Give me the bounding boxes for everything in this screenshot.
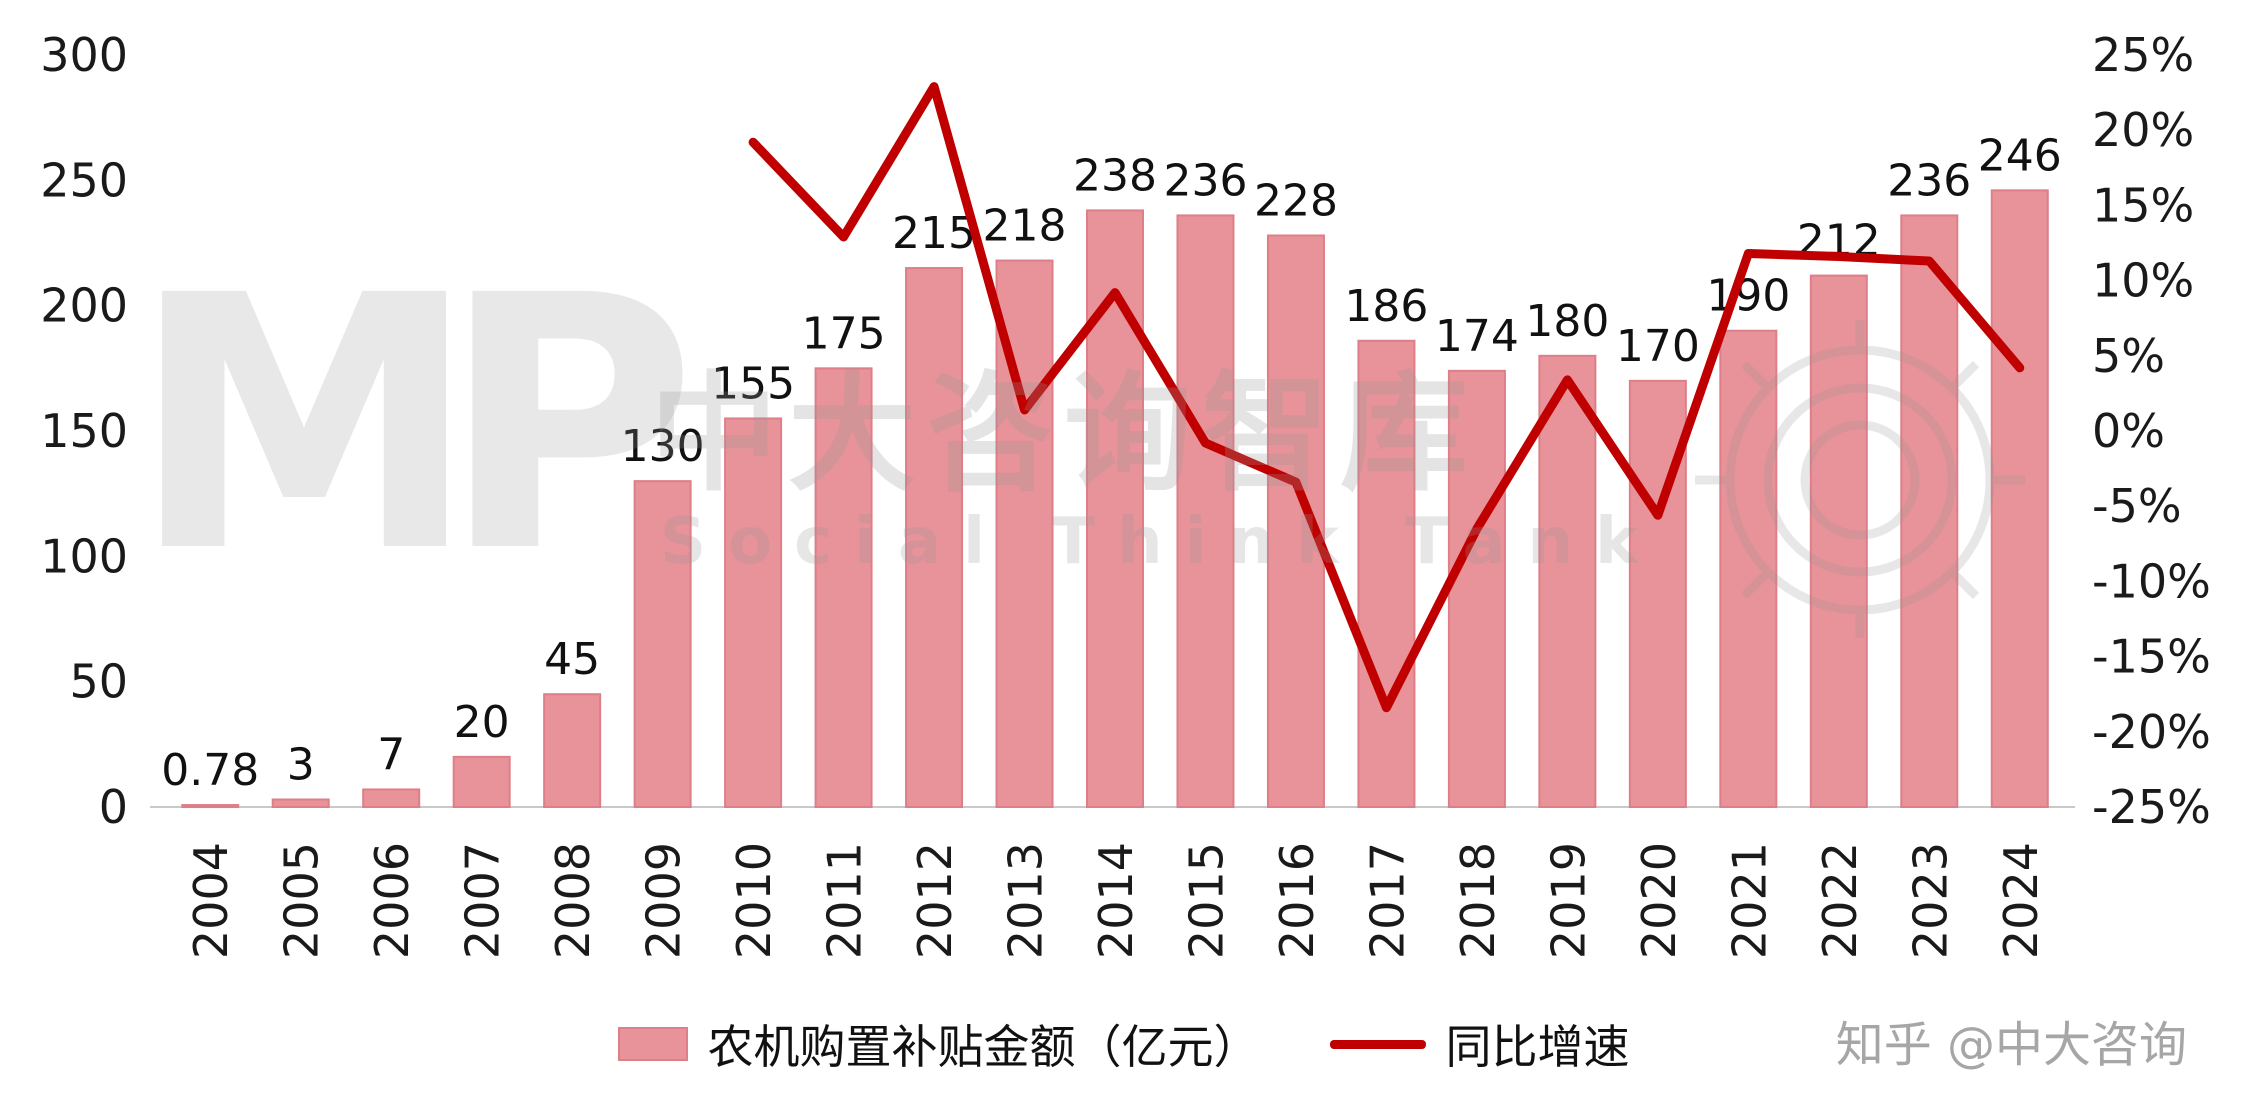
bar-2018 [1447, 369, 1506, 808]
bar-value-label: 170 [1616, 321, 1700, 372]
bar-2024 [1990, 189, 2049, 809]
bar-value-label: 155 [711, 358, 795, 409]
bar-2011 [814, 367, 873, 808]
x-axis-label-2012: 2012 [908, 842, 962, 959]
x-axis-label-2006: 2006 [365, 842, 419, 959]
right-axis-tick: 20% [2092, 103, 2194, 157]
x-axis-label-2018: 2018 [1451, 842, 1505, 959]
legend-label-bar: 农机购置补贴金额（亿元） [707, 1020, 1260, 1074]
bar-2007 [452, 755, 511, 808]
bar-2005 [271, 798, 330, 808]
x-axis-label-2017: 2017 [1360, 842, 1414, 959]
bar-2017 [1357, 339, 1416, 808]
x-axis-label-2015: 2015 [1179, 842, 1233, 959]
right-axis-tick: 5% [2092, 329, 2165, 383]
bar-value-label: 174 [1435, 311, 1519, 362]
credit-text: 知乎 @中大咨询 [1835, 1017, 2187, 1073]
growth-line [748, 82, 2025, 713]
bar-value-label: 0.78 [161, 745, 259, 796]
x-axis-label-2010: 2010 [727, 842, 781, 959]
bar-value-label: 130 [621, 421, 705, 472]
left-axis-tick: 50 [69, 655, 128, 709]
bar-2023 [1900, 214, 1959, 808]
bar-value-label: 218 [983, 201, 1067, 252]
x-axis-label-2024: 2024 [1994, 842, 2048, 959]
bar-value-label: 3 [287, 739, 315, 790]
left-axis-tick: 150 [40, 404, 128, 458]
left-axis-tick: 250 [40, 153, 128, 207]
x-axis-label-2009: 2009 [637, 842, 691, 959]
bar-value-label: 236 [1163, 155, 1247, 206]
x-axis-label-2019: 2019 [1541, 842, 1595, 959]
bar-2021 [1719, 329, 1778, 808]
bar-2019 [1538, 354, 1597, 808]
bar-value-label: 7 [377, 729, 405, 780]
left-axis-tick: 300 [40, 28, 128, 82]
right-axis-tick: 0% [2092, 404, 2165, 458]
legend-item-line: 同比增速 [1329, 1011, 1630, 1077]
bar-value-label: 175 [802, 308, 886, 359]
x-axis-label-2008: 2008 [546, 842, 600, 959]
bar-value-label: 180 [1525, 296, 1609, 347]
bar-value-label: 215 [892, 208, 976, 259]
x-axis-label-2023: 2023 [1903, 842, 1957, 959]
right-axis-tick: -25% [2092, 780, 2211, 834]
bar-2022 [1809, 274, 1868, 808]
left-axis-tick: 0 [99, 780, 128, 834]
x-axis-label-2004: 2004 [184, 842, 238, 959]
right-axis-tick: -10% [2092, 554, 2211, 608]
bar-value-label: 236 [1887, 155, 1971, 206]
x-axis-label-2007: 2007 [456, 842, 510, 959]
bar-2009 [633, 480, 692, 808]
bar-2015 [1176, 214, 1235, 808]
bar-value-label: 190 [1706, 271, 1790, 322]
bar-2012 [905, 267, 964, 809]
bar-value-label: 238 [1073, 150, 1157, 201]
bar-2004 [181, 804, 240, 809]
legend: 农机购置补贴金额（亿元） 同比增速 [0, 1011, 2247, 1077]
left-axis-tick: 100 [40, 529, 128, 583]
x-axis-label-2005: 2005 [275, 842, 329, 959]
bar-value-label: 186 [1344, 281, 1428, 332]
x-axis-label-2011: 2011 [818, 842, 872, 959]
bar-2008 [543, 693, 602, 809]
x-axis-label-2022: 2022 [1813, 842, 1867, 959]
x-axis-label-2014: 2014 [1089, 842, 1143, 959]
legend-item-bar: 农机购置补贴金额（亿元） [617, 1011, 1260, 1077]
x-axis-label-2021: 2021 [1722, 842, 1776, 959]
x-axis-label-2016: 2016 [1270, 842, 1324, 959]
bar-2006 [362, 788, 421, 808]
bar-swatch-icon [617, 1027, 688, 1061]
bar-value-label: 20 [454, 697, 510, 748]
bar-2010 [724, 417, 783, 808]
bar-value-label: 228 [1254, 175, 1338, 226]
left-axis-tick: 200 [40, 279, 128, 333]
line-swatch-icon [1329, 1039, 1426, 1049]
bar-value-label: 45 [544, 634, 600, 685]
x-axis-label-2020: 2020 [1632, 842, 1686, 959]
right-axis-tick: 10% [2092, 254, 2194, 308]
right-axis-tick: 15% [2092, 178, 2194, 232]
bar-value-label: 246 [1978, 130, 2062, 181]
legend-label-line: 同比增速 [1445, 1020, 1630, 1074]
right-axis-tick: -20% [2092, 705, 2211, 759]
x-axis-label-2013: 2013 [999, 842, 1053, 959]
right-axis-tick: -5% [2092, 479, 2182, 533]
right-axis-tick: 25% [2092, 28, 2194, 82]
right-axis-tick: -15% [2092, 630, 2211, 684]
